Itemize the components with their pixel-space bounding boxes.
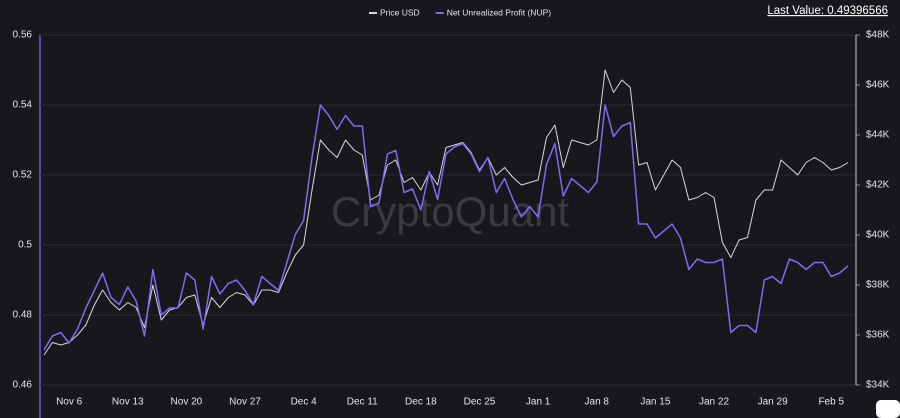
watermark: CryptoQuant (331, 188, 569, 235)
y-tick-label: 0.54 (13, 100, 33, 111)
y-tick-label: 0.56 (13, 30, 33, 41)
y2-tick-label: $34K (866, 380, 890, 391)
x-tick-label: Jan 8 (585, 397, 610, 408)
y2-tick-label: $40K (866, 230, 890, 241)
x-tick-label: Nov 6 (56, 397, 83, 408)
x-tick-label: Dec 11 (347, 397, 378, 408)
x-tick-label: Dec 18 (405, 397, 437, 408)
x-tick-label: Jan 15 (640, 397, 670, 408)
x-tick-label: Nov 27 (229, 397, 261, 408)
x-tick-label: Nov 13 (112, 397, 144, 408)
last-value[interactable]: Last Value: 0.49396566 (767, 5, 888, 17)
y2-tick-label: $38K (866, 280, 890, 291)
y2-tick-label: $48K (866, 30, 890, 41)
legend-label: Price USD (380, 7, 420, 17)
x-tick-label: Jan 29 (758, 397, 788, 408)
legend-label: Net Unrealized Profit (NUP) (447, 7, 552, 17)
x-tick-label: Dec 4 (291, 397, 318, 408)
y2-tick-label: $36K (866, 330, 890, 341)
x-tick-label: Jan 1 (526, 397, 551, 408)
x-tick-label: Jan 22 (699, 397, 729, 408)
corner-icon[interactable] (876, 400, 900, 418)
x-tick-label: Nov 20 (171, 397, 203, 408)
y-tick-label: 0.52 (13, 170, 33, 181)
y2-tick-label: $44K (866, 130, 890, 141)
y-tick-label: 0.46 (13, 380, 33, 391)
x-tick-label: Feb 5 (818, 397, 844, 408)
y-tick-label: 0.48 (13, 310, 33, 321)
y-tick-label: 0.5 (18, 240, 32, 251)
y2-tick-label: $42K (866, 180, 890, 191)
series-line (43, 104, 849, 351)
x-tick-label: Dec 25 (464, 397, 496, 408)
y2-tick-label: $46K (866, 80, 890, 91)
